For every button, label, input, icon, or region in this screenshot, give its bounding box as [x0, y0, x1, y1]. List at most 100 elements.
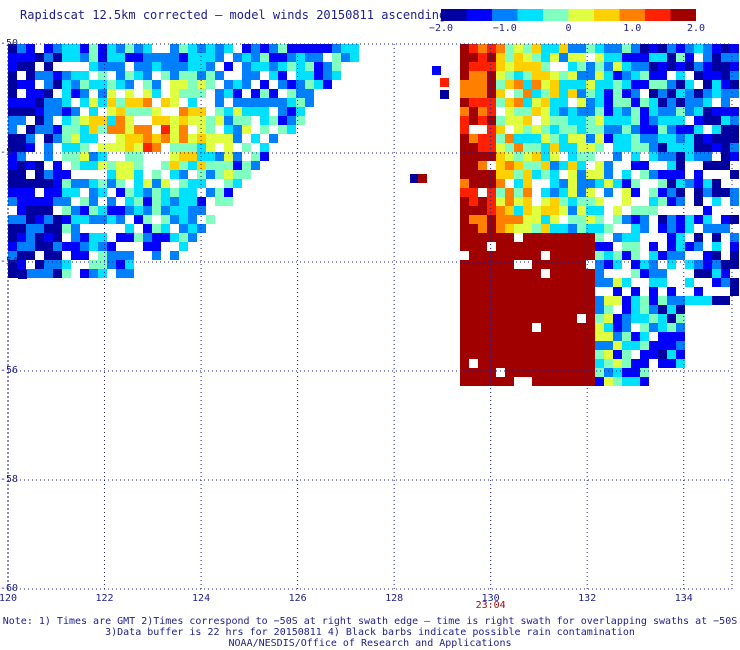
wind-cell	[26, 143, 35, 152]
wind-cell	[613, 377, 622, 386]
wind-cell	[622, 242, 631, 251]
wind-cell	[541, 125, 550, 134]
wind-cell	[595, 269, 604, 278]
wind-cell	[559, 179, 568, 188]
wind-cell	[478, 107, 487, 116]
colorbar-swatch	[441, 9, 467, 21]
wind-cell	[26, 206, 35, 215]
wind-cell	[622, 350, 631, 359]
wind-cell	[559, 350, 568, 359]
wind-cell	[269, 98, 278, 107]
wind-cell	[478, 98, 487, 107]
wind-cell	[170, 134, 179, 143]
wind-cell	[631, 125, 640, 134]
wind-cell	[152, 233, 161, 242]
wind-cell	[478, 377, 487, 386]
wind-cell	[712, 233, 721, 242]
wind-cell	[568, 116, 577, 125]
longitude-tick-label: 126	[288, 593, 307, 604]
wind-cell	[251, 71, 260, 80]
wind-cell	[523, 98, 532, 107]
wind-cell	[604, 332, 613, 341]
wind-cell	[568, 242, 577, 251]
wind-cell	[559, 224, 568, 233]
wind-cell	[17, 107, 26, 116]
wind-cell	[586, 323, 595, 332]
wind-cell	[496, 125, 505, 134]
wind-cell	[595, 377, 604, 386]
wind-cell	[595, 197, 604, 206]
wind-cell	[188, 134, 197, 143]
wind-cell	[53, 179, 62, 188]
wind-cell	[550, 206, 559, 215]
wind-cell	[469, 152, 478, 161]
wind-cell	[721, 269, 730, 278]
wind-cell	[730, 188, 739, 197]
wind-cell	[116, 179, 125, 188]
wind-cell	[296, 44, 305, 53]
wind-cell	[35, 206, 44, 215]
wind-cell	[568, 260, 577, 269]
wind-cell	[622, 359, 631, 368]
wind-cell	[559, 287, 568, 296]
wind-cell	[505, 80, 514, 89]
wind-cell	[26, 215, 35, 224]
wind-cell	[161, 62, 170, 71]
wind-cell	[478, 350, 487, 359]
wind-cell	[658, 152, 667, 161]
wind-cell	[98, 242, 107, 251]
wind-cell	[595, 44, 604, 53]
wind-cell	[685, 179, 694, 188]
wind-cell	[559, 296, 568, 305]
wind-cell	[469, 368, 478, 377]
wind-cell	[107, 215, 116, 224]
wind-cell	[98, 161, 107, 170]
wind-cell	[53, 188, 62, 197]
wind-cell	[568, 188, 577, 197]
swath-time-label: 23:04	[475, 600, 506, 611]
longitude-tick-label: 134	[674, 593, 693, 604]
wind-cell	[496, 332, 505, 341]
wind-cell	[44, 107, 53, 116]
wind-cell	[568, 323, 577, 332]
wind-cell	[80, 242, 89, 251]
wind-cell	[631, 341, 640, 350]
wind-cell	[505, 188, 514, 197]
wind-cell	[667, 314, 676, 323]
wind-cell	[604, 71, 613, 80]
wind-cell	[107, 80, 116, 89]
wind-cell	[134, 71, 143, 80]
wind-cell	[242, 125, 251, 134]
wind-cell	[604, 242, 613, 251]
wind-cell	[550, 287, 559, 296]
wind-cell	[62, 242, 71, 251]
wind-cell	[568, 251, 577, 260]
wind-cell	[496, 224, 505, 233]
wind-cell	[604, 179, 613, 188]
wind-cell	[505, 170, 514, 179]
wind-cell	[631, 116, 640, 125]
wind-cell	[550, 143, 559, 152]
wind-cell	[224, 179, 233, 188]
wind-cell	[577, 215, 586, 224]
wind-cell	[487, 296, 496, 305]
wind-cell	[550, 314, 559, 323]
wind-cell	[505, 269, 514, 278]
wind-cell	[233, 179, 242, 188]
wind-cell	[98, 188, 107, 197]
wind-cell	[631, 98, 640, 107]
wind-cell	[577, 305, 586, 314]
wind-cell	[161, 134, 170, 143]
wind-cell	[541, 44, 550, 53]
wind-cell	[532, 260, 541, 269]
wind-cell	[505, 53, 514, 62]
wind-cell	[541, 71, 550, 80]
wind-cell	[152, 170, 161, 179]
wind-cell	[532, 296, 541, 305]
wind-cell	[487, 377, 496, 386]
wind-cell	[658, 269, 667, 278]
wind-cell	[604, 260, 613, 269]
wind-cell	[134, 161, 143, 170]
wind-cell	[170, 98, 179, 107]
wind-cell	[487, 323, 496, 332]
